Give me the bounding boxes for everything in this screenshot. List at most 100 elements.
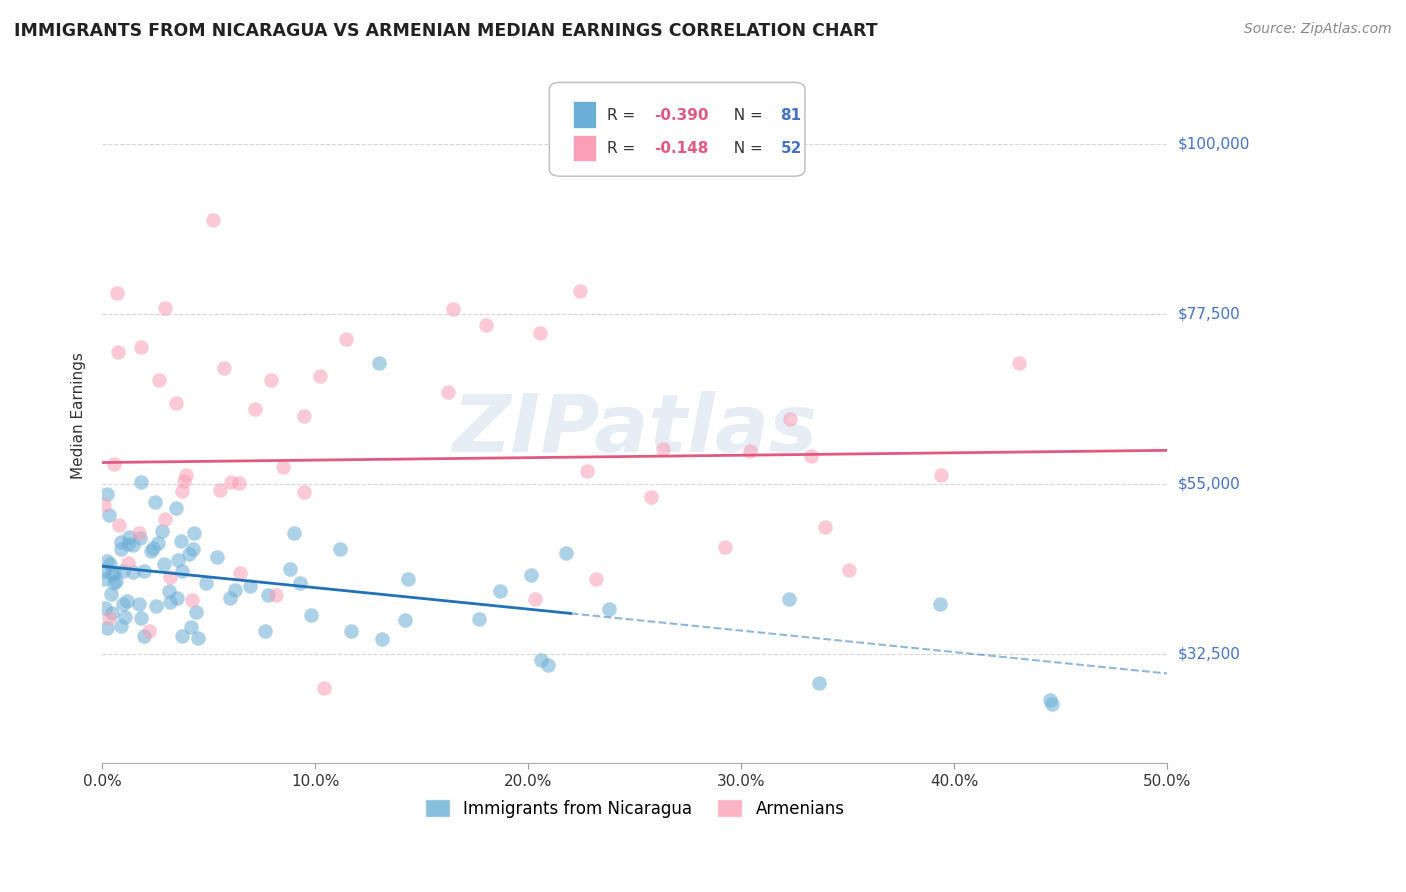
Point (396, 572, 419, 586)
Point (128, 597, 150, 611)
Point (339, 624, 361, 639)
Point (537, 658, 560, 673)
Text: $100,000: $100,000 (1178, 136, 1250, 152)
Point (283, 525, 305, 540)
Point (520, 568, 543, 582)
Point (180, 619, 202, 633)
Point (529, 653, 551, 667)
Point (652, 442, 675, 456)
Point (152, 557, 174, 571)
Point (228, 476, 250, 491)
FancyBboxPatch shape (550, 82, 804, 177)
Point (187, 631, 209, 645)
Point (329, 542, 352, 557)
Point (97, 611, 120, 625)
Point (143, 495, 166, 509)
Point (179, 547, 201, 561)
Point (221, 475, 243, 489)
Point (170, 483, 193, 498)
Point (167, 553, 190, 567)
Text: N =: N = (724, 141, 768, 156)
Point (117, 556, 139, 570)
Point (814, 520, 837, 534)
Text: -0.148: -0.148 (654, 141, 709, 156)
Point (929, 597, 952, 611)
Point (441, 301, 464, 316)
Text: $77,500: $77,500 (1178, 306, 1240, 321)
Point (150, 524, 173, 539)
Point (165, 500, 187, 515)
Point (254, 624, 277, 639)
Point (714, 541, 737, 555)
Point (184, 605, 207, 619)
Point (838, 563, 860, 577)
Point (170, 629, 193, 643)
Point (394, 613, 416, 627)
Point (100, 587, 122, 601)
Point (640, 490, 662, 504)
Point (159, 570, 181, 584)
Point (474, 318, 496, 333)
Point (101, 567, 124, 582)
Point (224, 583, 246, 598)
Point (278, 562, 301, 576)
Point (212, 360, 235, 375)
Point (94, 600, 117, 615)
Point (105, 285, 128, 300)
Point (176, 468, 198, 483)
Point (1039, 693, 1062, 707)
Point (138, 624, 160, 638)
Point (523, 591, 546, 606)
Point (112, 597, 135, 611)
Point (96, 554, 118, 568)
Text: Source: ZipAtlas.com: Source: ZipAtlas.com (1244, 22, 1392, 37)
Text: IMMIGRANTS FROM NICARAGUA VS ARMENIAN MEDIAN EARNINGS CORRELATION CHART: IMMIGRANTS FROM NICARAGUA VS ARMENIAN ME… (14, 22, 877, 40)
Text: $55,000: $55,000 (1178, 476, 1240, 491)
Point (194, 575, 217, 590)
Point (110, 542, 132, 557)
Text: ZIPatlas: ZIPatlas (453, 391, 817, 468)
FancyBboxPatch shape (572, 135, 596, 161)
Legend: Immigrants from Nicaragua, Armenians: Immigrants from Nicaragua, Armenians (418, 793, 851, 824)
Point (104, 574, 127, 588)
Point (145, 599, 167, 613)
Point (209, 483, 232, 497)
Text: -0.390: -0.390 (654, 108, 709, 122)
Point (299, 608, 322, 623)
Point (110, 535, 132, 549)
Point (142, 541, 165, 555)
Point (132, 564, 155, 578)
Point (288, 575, 311, 590)
Point (335, 332, 357, 346)
Point (183, 525, 205, 540)
Point (100, 557, 122, 571)
Point (148, 373, 170, 387)
Point (529, 326, 551, 341)
Point (489, 584, 512, 599)
Text: 52: 52 (780, 141, 801, 156)
Point (121, 538, 143, 552)
Point (96, 621, 118, 635)
Point (159, 595, 181, 609)
Text: 81: 81 (780, 108, 801, 122)
Point (598, 601, 620, 615)
Point (172, 564, 194, 578)
FancyBboxPatch shape (572, 101, 596, 128)
Point (1040, 697, 1063, 711)
Point (129, 611, 152, 625)
Point (111, 564, 134, 578)
Point (309, 368, 332, 383)
Point (110, 619, 132, 633)
Point (173, 474, 195, 488)
Point (264, 588, 287, 602)
Text: $32,500: $32,500 (1178, 646, 1241, 661)
Point (134, 629, 156, 643)
Point (128, 526, 150, 541)
Point (468, 613, 491, 627)
Point (260, 373, 283, 387)
Point (929, 468, 952, 483)
Point (101, 607, 124, 621)
Point (292, 409, 315, 423)
Point (437, 384, 460, 399)
Point (157, 583, 180, 598)
